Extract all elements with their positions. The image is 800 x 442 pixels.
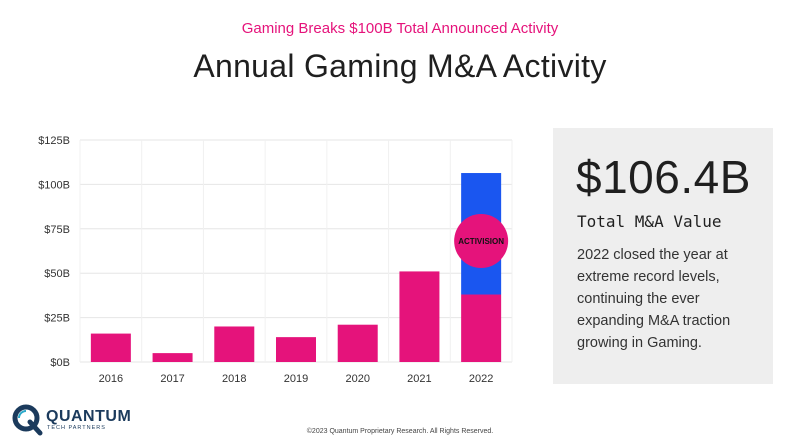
brand-name: QUANTUM [46, 408, 132, 425]
x-tick-label: 2019 [284, 373, 308, 385]
x-tick-label: 2016 [99, 373, 123, 385]
activision-logo-text: ACTIVISION [458, 237, 504, 246]
bar-2018-series-1 [214, 326, 255, 362]
bar-2016-series-1 [90, 333, 131, 362]
x-tick-label: 2018 [222, 373, 246, 385]
y-tick-label: $50B [44, 268, 70, 280]
bar-2019-series-1 [276, 337, 316, 362]
slide-subtitle: Gaming Breaks $100B Total Announced Acti… [241, 20, 559, 37]
summary-description: 2022 closed the year at extreme record l… [577, 247, 731, 351]
activision-badge [454, 214, 509, 268]
y-tick-label: $25B [44, 313, 70, 325]
x-tick-label: 2017 [160, 373, 184, 385]
bar-2021-series-1 [399, 271, 440, 362]
copyright-footer: ©2023 Quantum Proprietary Research. All … [306, 428, 494, 435]
bar-2017-series-1 [152, 353, 193, 362]
total-value: $106.4B [576, 151, 751, 203]
summary-panel: $106.4B Total M&A Value 2022 closed the … [553, 128, 773, 384]
bar-2020-series-1 [337, 324, 378, 362]
x-tick-label: 2022 [469, 373, 493, 385]
quantum-logo-icon [12, 404, 43, 436]
total-value-label: Total M&A Value [577, 212, 722, 231]
bar-2022-series-1 [461, 294, 502, 362]
x-tick-label: 2021 [407, 373, 431, 385]
y-tick-label: $75B [44, 224, 70, 236]
x-tick-label: 2020 [345, 373, 369, 385]
y-tick-label: $100B [38, 179, 70, 191]
slide-title: Annual Gaming M&A Activity [193, 48, 607, 84]
y-tick-label: $125B [38, 135, 70, 147]
brand-tagline: TECH PARTNERS [47, 425, 106, 431]
bar-chart: $0B $25B $50B $75B $100B $125B 2016 2017 2018 201… [38, 135, 513, 385]
y-tick-label: $0B [50, 357, 70, 369]
